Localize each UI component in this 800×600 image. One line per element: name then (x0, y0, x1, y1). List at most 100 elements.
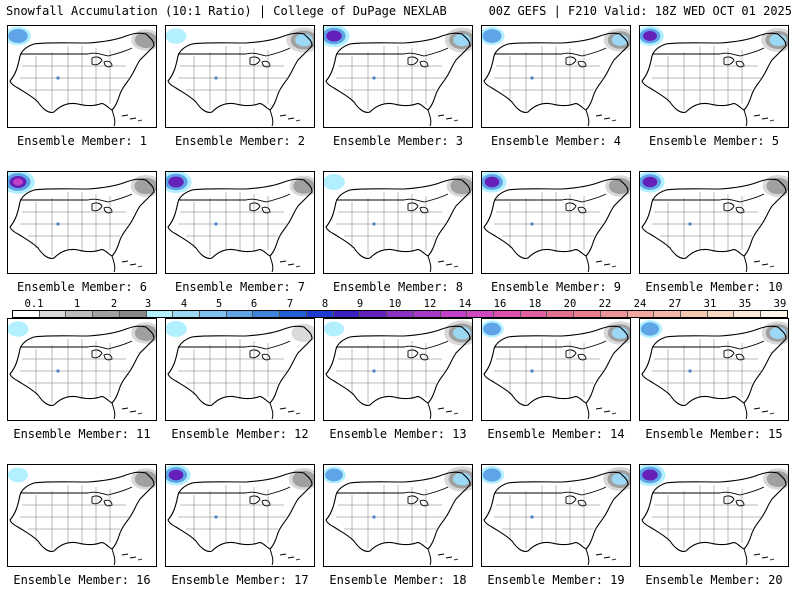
snow-shading (166, 28, 187, 44)
colorbar-swatch (280, 311, 307, 317)
snow-shading (12, 178, 24, 186)
snow-shading (642, 176, 658, 188)
colorbar-tick-label: 31 (703, 298, 717, 310)
colorbar-swatch (600, 311, 628, 317)
snow-shading (293, 178, 314, 194)
ensemble-member-label: Ensemble Member: 14 (487, 427, 625, 441)
ensemble-member-label: Ensemble Member: 8 (332, 280, 464, 294)
colorbar-swatch (707, 311, 735, 317)
snowfall-map (8, 26, 156, 127)
island-outline (761, 410, 769, 413)
snowfall-map (8, 172, 156, 273)
island-outline (611, 119, 617, 122)
florida-outline (585, 109, 590, 127)
island-outline (761, 263, 769, 266)
island-outline (129, 117, 137, 120)
island-outline (295, 265, 301, 268)
island-outline (603, 556, 611, 559)
snow-shading (453, 472, 471, 486)
colorbar-swatch (547, 311, 575, 317)
country-border (336, 486, 449, 496)
great-lakes (565, 349, 587, 361)
island-outline (603, 117, 611, 120)
island-outline (279, 114, 287, 117)
snow-shading (134, 31, 156, 49)
island-outline (437, 114, 445, 117)
snow-shading (292, 470, 314, 488)
state-borders (494, 192, 604, 256)
country-border (652, 486, 765, 496)
snow-shading (326, 30, 342, 42)
snow-shading (8, 467, 29, 483)
snowfall-map (324, 320, 472, 420)
snowfall-map (482, 26, 630, 127)
island-outline (453, 265, 459, 268)
colorbar-tick-label: 7 (286, 298, 294, 310)
island-outline (121, 260, 129, 263)
colorbar-swatch (226, 311, 254, 317)
snow-shading (134, 470, 156, 488)
snow-shading (450, 177, 472, 195)
island-outline (287, 556, 295, 559)
great-lakes (723, 495, 745, 507)
state-borders (178, 339, 288, 403)
country-border (178, 193, 291, 203)
snowfall-map (324, 466, 472, 566)
ensemble-member-label: Ensemble Member: 6 (16, 280, 148, 294)
colorbar-swatch (761, 311, 787, 317)
ensemble-map-panel (7, 464, 157, 567)
island-outline (761, 117, 769, 120)
island-outline (137, 558, 143, 561)
florida-outline (111, 255, 116, 273)
snow-shading (484, 176, 500, 188)
island-outline (279, 260, 287, 263)
snowfall-map (482, 172, 630, 273)
great-lakes (249, 202, 271, 214)
island-outline (753, 114, 761, 117)
florida-outline (427, 109, 432, 127)
colorbar-swatch (440, 311, 468, 317)
island-outline (453, 558, 459, 561)
island-outline (453, 412, 459, 415)
colorbar-swatch (387, 311, 414, 317)
ensemble-member-label: Ensemble Member: 4 (490, 134, 622, 148)
snow-shading (769, 34, 787, 46)
run-info: 00Z GEFS | F210 Valid: 18Z WED OCT 01 20… (488, 4, 792, 18)
island-outline (595, 114, 603, 117)
coastline (325, 471, 471, 552)
colorbar-swatch (680, 311, 708, 317)
great-lakes (407, 56, 429, 68)
florida-outline (743, 255, 748, 273)
ensemble-map-panel (323, 171, 473, 274)
island-outline (769, 119, 775, 122)
colorbar-swatch (66, 311, 94, 317)
florida-outline (743, 109, 748, 127)
florida-outline (111, 548, 116, 566)
great-lakes (565, 56, 587, 68)
state-borders (494, 339, 604, 403)
colorbar-tick-label: 20 (563, 298, 577, 310)
great-lakes (91, 202, 113, 214)
colorbar-swatch (654, 311, 681, 317)
coastline (483, 471, 629, 552)
island-outline (137, 265, 143, 268)
coastline (641, 471, 787, 552)
island-outline (753, 553, 761, 556)
snowfall-map (640, 465, 788, 566)
ensemble-map-panel (481, 25, 631, 128)
snow-shading (324, 174, 345, 190)
state-borders (20, 46, 130, 110)
country-border (20, 47, 133, 57)
colorbar-tick-label: 24 (633, 298, 647, 310)
island-outline (611, 412, 617, 415)
snow-shading (611, 473, 629, 485)
colorbar-tick-label: 5 (215, 298, 223, 310)
colorbar-swatch (574, 311, 601, 317)
snowfall-map (482, 466, 630, 566)
coastline (641, 32, 787, 113)
coastline (641, 325, 787, 406)
ensemble-map-panel (7, 25, 157, 128)
island-outline (603, 410, 611, 413)
country-border (20, 193, 133, 203)
